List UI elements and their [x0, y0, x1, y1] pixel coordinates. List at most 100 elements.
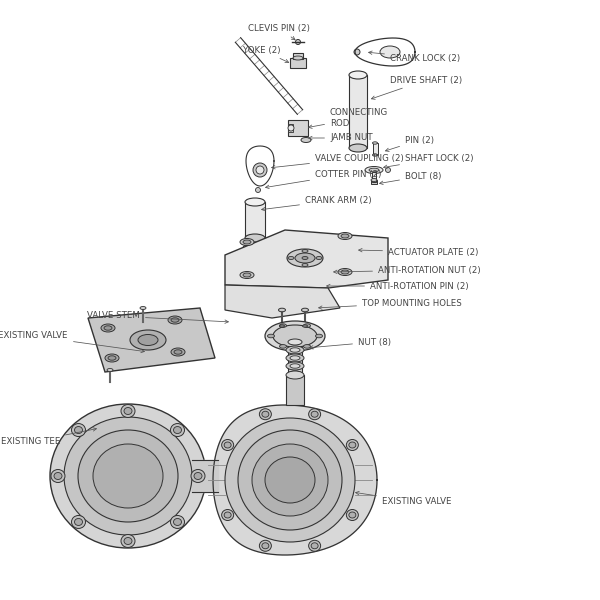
Ellipse shape [101, 324, 115, 332]
Ellipse shape [240, 271, 254, 278]
Ellipse shape [108, 356, 116, 360]
Ellipse shape [268, 334, 275, 338]
Ellipse shape [288, 125, 294, 131]
Ellipse shape [265, 321, 325, 351]
Ellipse shape [338, 269, 352, 275]
Ellipse shape [302, 325, 308, 327]
Ellipse shape [346, 439, 358, 451]
Ellipse shape [245, 198, 265, 206]
Ellipse shape [346, 509, 358, 520]
Ellipse shape [173, 518, 181, 526]
Ellipse shape [256, 166, 264, 174]
Ellipse shape [259, 540, 271, 551]
Ellipse shape [341, 234, 349, 238]
Ellipse shape [341, 270, 349, 274]
Ellipse shape [221, 509, 233, 520]
Ellipse shape [171, 348, 185, 356]
Ellipse shape [290, 356, 300, 360]
Polygon shape [225, 285, 340, 318]
Ellipse shape [278, 308, 286, 312]
Ellipse shape [245, 234, 265, 242]
Text: PIN (2): PIN (2) [385, 136, 434, 151]
Ellipse shape [121, 535, 135, 547]
Ellipse shape [308, 409, 320, 420]
Ellipse shape [64, 417, 192, 535]
Ellipse shape [365, 166, 383, 173]
Bar [290, 58, 306, 68]
Ellipse shape [173, 427, 181, 434]
Ellipse shape [349, 512, 356, 518]
Circle shape [354, 49, 360, 55]
Text: YOKE (2): YOKE (2) [243, 46, 289, 62]
Ellipse shape [50, 404, 206, 548]
Ellipse shape [74, 518, 83, 526]
Ellipse shape [54, 473, 62, 479]
Text: EXISTING VALVE: EXISTING VALVE [356, 491, 452, 506]
Ellipse shape [286, 362, 304, 370]
Ellipse shape [290, 348, 300, 352]
Ellipse shape [225, 418, 355, 542]
Text: NUT (8): NUT (8) [310, 337, 391, 349]
Ellipse shape [280, 344, 287, 348]
Ellipse shape [288, 339, 302, 345]
Ellipse shape [349, 442, 356, 448]
Ellipse shape [380, 46, 400, 58]
Ellipse shape [243, 243, 267, 253]
Ellipse shape [290, 364, 300, 368]
Ellipse shape [295, 253, 315, 263]
Ellipse shape [288, 371, 302, 377]
Ellipse shape [93, 444, 163, 508]
Ellipse shape [253, 163, 267, 177]
Ellipse shape [243, 240, 251, 244]
Ellipse shape [224, 512, 231, 518]
Ellipse shape [240, 238, 254, 245]
Ellipse shape [262, 543, 269, 549]
Ellipse shape [371, 179, 377, 181]
Text: CRANK ARM (2): CRANK ARM (2) [262, 196, 371, 211]
Ellipse shape [121, 404, 135, 418]
Bar [243, 248, 267, 268]
Ellipse shape [252, 444, 328, 516]
Ellipse shape [301, 137, 311, 142]
Ellipse shape [249, 245, 261, 251]
Text: TOP MOUNTING HOLES: TOP MOUNTING HOLES [319, 298, 462, 310]
Circle shape [296, 40, 301, 44]
Ellipse shape [349, 71, 367, 79]
Text: SHAFT LOCK (2): SHAFT LOCK (2) [383, 154, 473, 169]
Ellipse shape [243, 263, 267, 273]
Ellipse shape [74, 427, 83, 434]
Ellipse shape [259, 409, 271, 420]
Bar [288, 342, 302, 374]
Ellipse shape [51, 469, 65, 482]
Polygon shape [213, 405, 377, 555]
Ellipse shape [262, 411, 269, 417]
Ellipse shape [130, 330, 166, 350]
Text: ANTI-ROTATION PIN (2): ANTI-ROTATION PIN (2) [326, 281, 469, 290]
Ellipse shape [124, 538, 132, 545]
Ellipse shape [71, 424, 86, 437]
Ellipse shape [71, 515, 86, 529]
Bar [288, 120, 308, 136]
Ellipse shape [302, 263, 308, 266]
Ellipse shape [191, 469, 205, 482]
Ellipse shape [194, 473, 202, 479]
Ellipse shape [171, 318, 179, 322]
Text: VALVE COUPLING (2): VALVE COUPLING (2) [272, 154, 404, 169]
Ellipse shape [107, 368, 113, 371]
Ellipse shape [262, 245, 278, 251]
Ellipse shape [288, 257, 294, 259]
Text: EXISTING TEE: EXISTING TEE [1, 428, 97, 446]
Ellipse shape [221, 439, 233, 451]
Ellipse shape [293, 56, 303, 60]
Bar [245, 202, 265, 238]
Ellipse shape [369, 168, 379, 172]
Ellipse shape [138, 335, 158, 346]
Ellipse shape [286, 354, 304, 362]
Text: CONNECTING
ROD: CONNECTING ROD [308, 108, 388, 128]
Text: JAMB NUT: JAMB NUT [308, 133, 373, 142]
Bar [293, 53, 303, 59]
Polygon shape [246, 146, 274, 186]
Ellipse shape [243, 273, 251, 277]
Ellipse shape [311, 543, 318, 549]
Ellipse shape [316, 334, 323, 338]
